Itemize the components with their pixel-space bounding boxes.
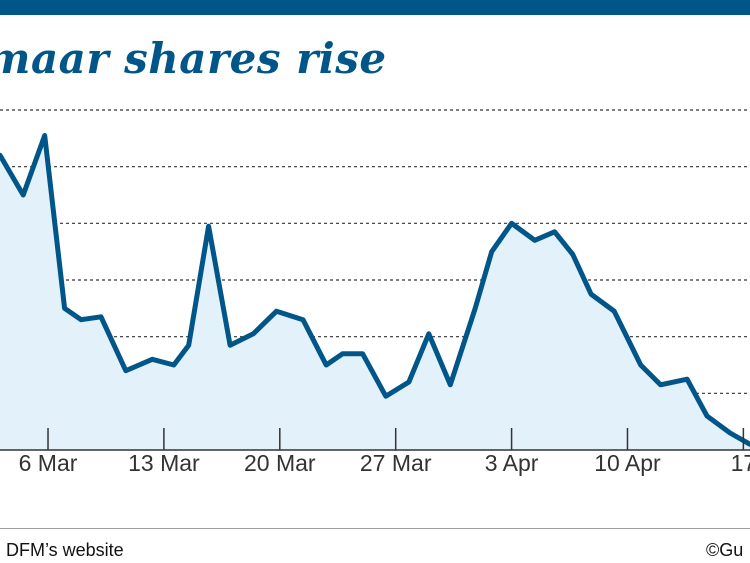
price-line <box>0 133 750 447</box>
x-tick-label: 20 Mar <box>244 450 316 476</box>
x-axis-ticks: 6 Mar 13 Mar 20 Mar 27 Mar 3 Apr 10 Apr 17 <box>19 428 750 476</box>
x-tick-label: 27 Mar <box>360 450 432 476</box>
price-area-fill <box>0 135 750 450</box>
source-note: DFM’s website <box>6 540 124 560</box>
footer-divider <box>0 528 750 529</box>
x-tick-label: 6 Mar <box>19 450 78 476</box>
credit-note: ©Gu <box>706 540 744 560</box>
x-tick-label: 3 Apr <box>485 450 539 476</box>
x-tick-label: 17 <box>731 450 750 476</box>
x-tick-label: 10 Apr <box>594 450 661 476</box>
chart-title: maar shares rise <box>0 34 387 83</box>
top-accent-bar <box>0 0 750 15</box>
x-tick-label: 13 Mar <box>128 450 200 476</box>
